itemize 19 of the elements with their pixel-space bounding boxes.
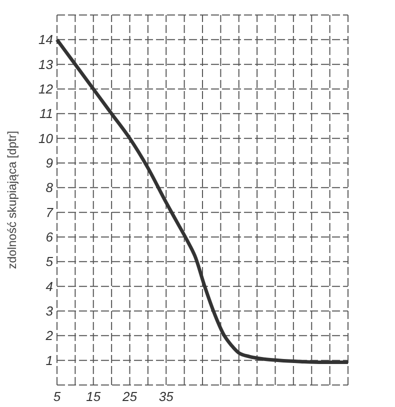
x-tick-label: 15: [86, 389, 102, 404]
y-tick-label: 14: [38, 32, 53, 48]
y-tick-label: 8: [46, 180, 54, 196]
y-tick-label: 12: [38, 82, 54, 97]
y-tick-label: 6: [46, 230, 54, 245]
y-tick-label: 9: [46, 156, 53, 171]
y-tick-label: 2: [44, 328, 54, 344]
y-tick-label: 7: [46, 204, 54, 220]
x-tick-label: 35: [158, 389, 174, 404]
y-tick-label: 13: [38, 56, 54, 72]
x-tick-label: 25: [122, 389, 138, 404]
y-tick-label: 1: [46, 352, 53, 368]
line-series: [55, 38, 350, 364]
y-tick-label: 10: [38, 130, 54, 146]
y-tick-label: 3: [46, 304, 54, 319]
y-axis-title: zdolność skupiająca [dptr]: [5, 130, 19, 270]
y-tick-label: 4: [46, 278, 53, 294]
y-tick-label: 11: [40, 106, 53, 122]
y-tick-label: 5: [46, 254, 54, 270]
